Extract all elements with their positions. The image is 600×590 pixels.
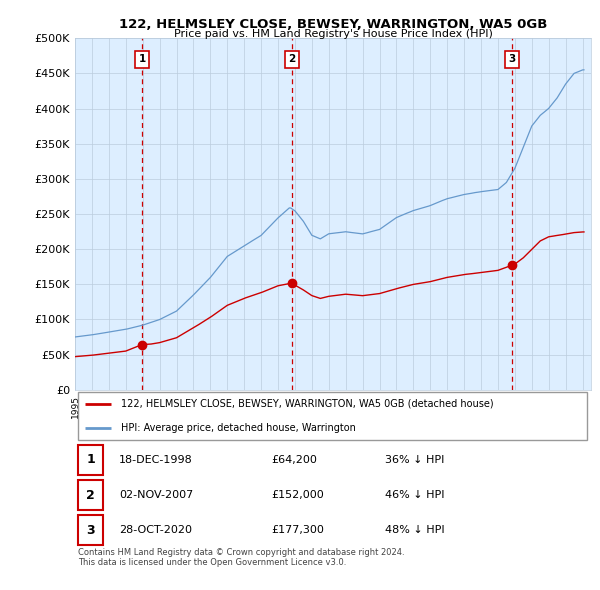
FancyBboxPatch shape <box>77 445 103 475</box>
Text: 02-NOV-2007: 02-NOV-2007 <box>119 490 193 500</box>
Text: £177,300: £177,300 <box>271 525 324 535</box>
Text: 28-OCT-2020: 28-OCT-2020 <box>119 525 192 535</box>
FancyBboxPatch shape <box>77 516 103 545</box>
FancyBboxPatch shape <box>77 480 103 510</box>
Text: Price paid vs. HM Land Registry's House Price Index (HPI): Price paid vs. HM Land Registry's House … <box>173 29 493 39</box>
Text: 18-DEC-1998: 18-DEC-1998 <box>119 455 193 465</box>
Text: 2: 2 <box>86 489 95 502</box>
FancyBboxPatch shape <box>77 392 587 440</box>
Text: 3: 3 <box>508 54 515 64</box>
Text: 36% ↓ HPI: 36% ↓ HPI <box>385 455 444 465</box>
Text: 122, HELMSLEY CLOSE, BEWSEY, WARRINGTON, WA5 0GB: 122, HELMSLEY CLOSE, BEWSEY, WARRINGTON,… <box>119 18 547 31</box>
Text: £64,200: £64,200 <box>271 455 317 465</box>
Text: 48% ↓ HPI: 48% ↓ HPI <box>385 525 444 535</box>
Text: 2: 2 <box>289 54 296 64</box>
Text: Contains HM Land Registry data © Crown copyright and database right 2024.
This d: Contains HM Land Registry data © Crown c… <box>77 548 404 567</box>
Text: £152,000: £152,000 <box>271 490 324 500</box>
Text: 122, HELMSLEY CLOSE, BEWSEY, WARRINGTON, WA5 0GB (detached house): 122, HELMSLEY CLOSE, BEWSEY, WARRINGTON,… <box>121 399 494 409</box>
Text: 1: 1 <box>139 54 146 64</box>
Text: 3: 3 <box>86 524 95 537</box>
Text: HPI: Average price, detached house, Warrington: HPI: Average price, detached house, Warr… <box>121 423 356 433</box>
Text: 46% ↓ HPI: 46% ↓ HPI <box>385 490 444 500</box>
Text: 1: 1 <box>86 454 95 467</box>
